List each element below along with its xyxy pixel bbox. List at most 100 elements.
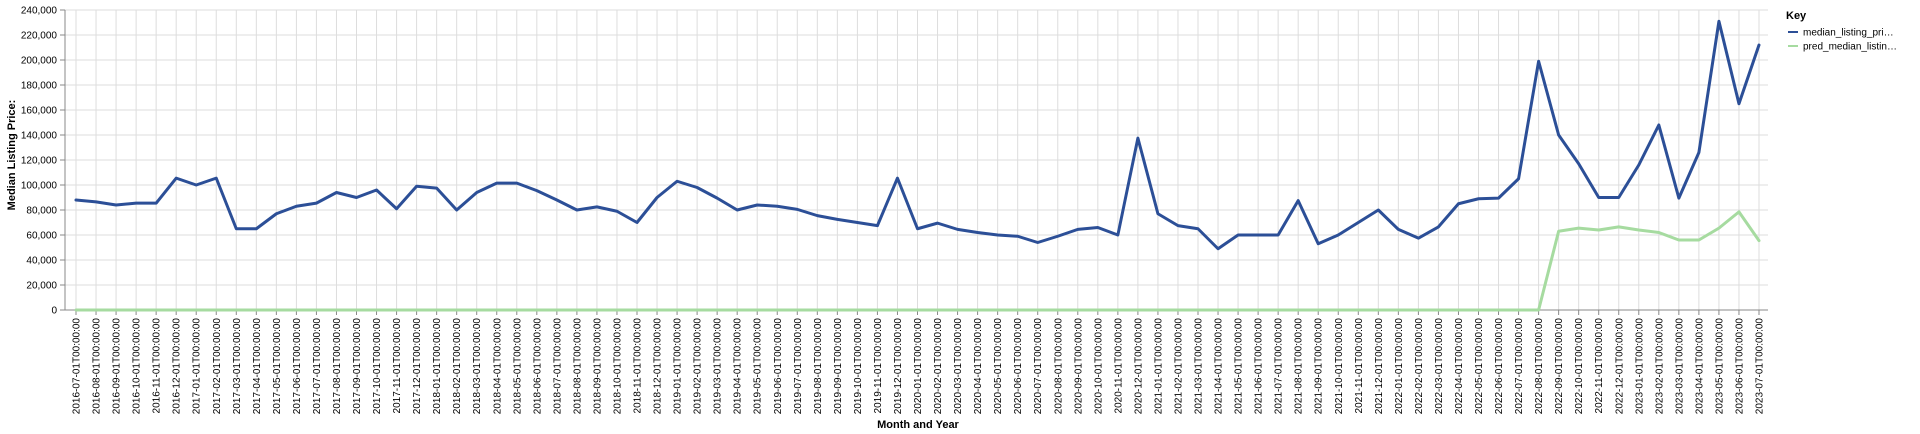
- x-tick-label: 2016-07-01T00:00:00: [72, 318, 83, 415]
- x-tick-label: 2020-03-01T00:00:00: [953, 318, 964, 415]
- x-tick-label: 2021-01-01T00:00:00: [1153, 318, 1164, 415]
- x-tick-label: 2019-10-01T00:00:00: [853, 318, 864, 415]
- legend: Key median_listing_pri… pred_median_listi…: [1786, 10, 1897, 53]
- x-tick-label: 2017-05-01T00:00:00: [272, 318, 283, 415]
- x-tick-label: 2021-03-01T00:00:00: [1194, 318, 1205, 415]
- x-tick-label: 2023-01-01T00:00:00: [1634, 318, 1645, 415]
- x-tick-label: 2018-05-01T00:00:00: [512, 318, 523, 415]
- x-tick-label: 2023-06-01T00:00:00: [1734, 318, 1745, 415]
- x-tick-label: 2018-03-01T00:00:00: [472, 318, 483, 415]
- x-tick-label: 2021-08-01T00:00:00: [1294, 318, 1305, 415]
- x-tick-label: 2020-09-01T00:00:00: [1073, 318, 1084, 415]
- x-tick-label: 2018-07-01T00:00:00: [552, 318, 563, 415]
- y-tick-label: 160,000: [21, 106, 58, 117]
- x-tick-label: 2020-05-01T00:00:00: [993, 318, 1004, 415]
- y-tick-label: 40,000: [26, 256, 57, 267]
- x-tick-label: 2017-08-01T00:00:00: [332, 318, 343, 415]
- x-tick-label: 2023-04-01T00:00:00: [1694, 318, 1705, 415]
- x-tick-label: 2022-09-01T00:00:00: [1554, 318, 1565, 415]
- x-tick-label: 2021-04-01T00:00:00: [1214, 318, 1225, 415]
- y-tick-label: 180,000: [21, 81, 58, 92]
- x-tick-label: 2020-10-01T00:00:00: [1093, 318, 1104, 415]
- x-tick-label: 2021-10-01T00:00:00: [1334, 318, 1345, 415]
- x-tick-label: 2018-12-01T00:00:00: [653, 318, 664, 415]
- x-tick-label: 2016-08-01T00:00:00: [92, 318, 103, 415]
- x-tick-label: 2016-10-01T00:00:00: [132, 318, 143, 415]
- x-tick-label: 2020-01-01T00:00:00: [913, 318, 924, 415]
- x-tick-label: 2022-07-01T00:00:00: [1514, 318, 1525, 415]
- x-tick-label: 2023-02-01T00:00:00: [1654, 318, 1665, 415]
- grid-lines: [65, 9, 1768, 311]
- x-axis-ticks: 2016-07-01T00:00:00 2016-08-01T00:00:00 20…: [72, 310, 1766, 414]
- x-tick-label: 2022-03-01T00:00:00: [1434, 318, 1445, 415]
- x-tick-label: 2019-05-01T00:00:00: [753, 318, 764, 415]
- series-layer: [74, 19, 1761, 312]
- x-tick-label: 2018-06-01T00:00:00: [532, 318, 543, 415]
- x-tick-label: 2022-02-01T00:00:00: [1414, 318, 1425, 415]
- x-tick-label: 2021-06-01T00:00:00: [1254, 318, 1265, 415]
- x-tick-label: 2017-04-01T00:00:00: [252, 318, 263, 415]
- x-tick-label: 2017-09-01T00:00:00: [352, 318, 363, 415]
- x-tick-label: 2016-11-01T00:00:00: [152, 318, 163, 414]
- x-tick-label: 2017-12-01T00:00:00: [412, 318, 423, 415]
- x-tick-label: 2020-11-01T00:00:00: [1113, 318, 1124, 414]
- x-tick-label: 2017-02-01T00:00:00: [212, 318, 223, 415]
- x-tick-label: 2018-01-01T00:00:00: [432, 318, 443, 415]
- x-tick-label: 2019-07-01T00:00:00: [793, 318, 804, 415]
- x-tick-label: 2022-12-01T00:00:00: [1614, 318, 1625, 415]
- x-tick-label: 2017-11-01T00:00:00: [392, 318, 403, 414]
- x-tick-label: 2019-09-01T00:00:00: [833, 318, 844, 415]
- x-tick-label: 2019-11-01T00:00:00: [873, 318, 884, 414]
- x-tick-label: 2020-07-01T00:00:00: [1033, 318, 1044, 415]
- y-tick-label: 240,000: [21, 6, 58, 17]
- y-tick-label: 60,000: [26, 231, 57, 242]
- x-tick-label: 2021-05-01T00:00:00: [1234, 318, 1245, 415]
- series-line-2: [74, 210, 1761, 312]
- x-tick-label: 2018-10-01T00:00:00: [612, 318, 623, 415]
- x-tick-label: 2019-12-01T00:00:00: [893, 318, 904, 415]
- series-line-1: [74, 19, 1761, 251]
- x-tick-label: 2019-01-01T00:00:00: [673, 318, 684, 415]
- x-tick-label: 2023-03-01T00:00:00: [1674, 318, 1685, 415]
- x-axis-title: Month and Year: [877, 419, 959, 431]
- y-tick-label: 20,000: [26, 281, 57, 292]
- x-tick-label: 2017-07-01T00:00:00: [312, 318, 323, 415]
- x-tick-label: 2020-08-01T00:00:00: [1053, 318, 1064, 415]
- y-tick-label: 0: [51, 306, 57, 317]
- x-tick-label: 2016-09-01T00:00:00: [112, 318, 123, 415]
- x-tick-label: 2018-09-01T00:00:00: [592, 318, 603, 415]
- y-tick-label: 120,000: [21, 156, 58, 167]
- x-tick-label: 2022-11-01T00:00:00: [1594, 318, 1605, 414]
- legend-label-1: median_listing_pri…: [1803, 28, 1894, 39]
- x-tick-label: 2022-05-01T00:00:00: [1474, 318, 1485, 415]
- x-tick-label: 2019-02-01T00:00:00: [693, 318, 704, 415]
- x-tick-label: 2019-03-01T00:00:00: [713, 318, 724, 415]
- x-tick-label: 2021-11-01T00:00:00: [1354, 318, 1365, 414]
- x-tick-label: 2017-06-01T00:00:00: [292, 318, 303, 415]
- x-tick-label: 2018-11-01T00:00:00: [633, 318, 644, 414]
- x-tick-label: 2022-10-01T00:00:00: [1574, 318, 1585, 415]
- x-tick-label: 2023-05-01T00:00:00: [1714, 318, 1725, 415]
- x-tick-label: 2020-12-01T00:00:00: [1133, 318, 1144, 415]
- x-tick-label: 2016-12-01T00:00:00: [172, 318, 183, 415]
- x-tick-label: 2020-04-01T00:00:00: [973, 318, 984, 415]
- legend-title: Key: [1786, 10, 1807, 22]
- x-tick-label: 2018-04-01T00:00:00: [492, 318, 503, 415]
- x-tick-label: 2021-12-01T00:00:00: [1374, 318, 1385, 415]
- x-tick-label: 2020-06-01T00:00:00: [1013, 318, 1024, 415]
- y-tick-label: 200,000: [21, 56, 58, 67]
- y-tick-label: 220,000: [21, 31, 58, 42]
- x-tick-label: 2022-08-01T00:00:00: [1534, 318, 1545, 415]
- x-tick-label: 2022-06-01T00:00:00: [1494, 318, 1505, 415]
- x-tick-label: 2022-01-01T00:00:00: [1394, 318, 1405, 415]
- x-tick-label: 2021-07-01T00:00:00: [1274, 318, 1285, 415]
- legend-label-2: pred_median_listin…: [1803, 42, 1897, 53]
- x-tick-label: 2019-04-01T00:00:00: [733, 318, 744, 415]
- y-tick-label: 140,000: [21, 131, 58, 142]
- x-tick-label: 2021-02-01T00:00:00: [1173, 318, 1184, 415]
- x-tick-label: 2019-06-01T00:00:00: [773, 318, 784, 415]
- y-axis-title: Median Listing Price:: [6, 100, 18, 211]
- x-tick-label: 2018-08-01T00:00:00: [572, 318, 583, 415]
- x-tick-label: 2023-07-01T00:00:00: [1755, 318, 1766, 415]
